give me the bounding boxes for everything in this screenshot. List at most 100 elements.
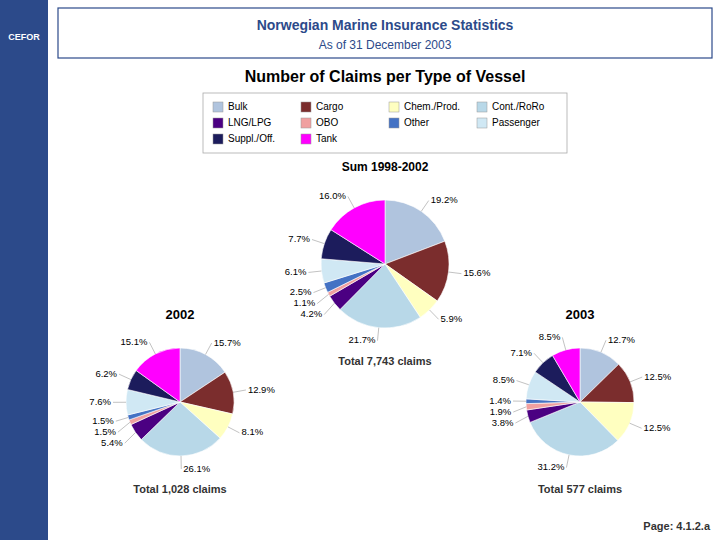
leader-line [515,416,528,423]
pie-total: Total 7,743 claims [338,355,431,367]
data-label: 2.5% [290,286,312,297]
data-label: 6.1% [285,266,307,277]
data-label: 7.1% [510,347,532,358]
leader-line [312,240,324,244]
leader-line [113,402,126,403]
pie-slice [331,200,385,264]
pie-total: Total 577 claims [538,483,622,495]
data-label: 6.2% [95,368,117,379]
data-label: 5.4% [101,437,123,448]
pie-title: 2002 [166,307,195,322]
chart-title: Number of Claims per Type of Vessel [245,68,526,85]
legend-label: Chem./Prod. [404,101,460,112]
data-label: 5.9% [441,313,463,324]
pie-title: Sum 1998-2002 [342,160,429,174]
legend-swatch [213,118,223,128]
legend-label: Bulk [228,101,248,112]
leader-line [149,342,155,354]
legend-label: Suppl./Off. [228,133,275,144]
leader-line [513,401,526,402]
data-label: 1.1% [294,297,316,308]
leader-line [324,303,334,314]
leader-line [313,288,325,293]
data-label: 7.6% [89,396,111,407]
data-label: 12.5% [644,371,671,382]
data-label: 15.7% [214,336,241,347]
data-label: 8.5% [493,374,515,385]
leader-line [630,377,642,382]
data-label: 7.7% [288,233,310,244]
data-label: 15.1% [120,336,147,347]
legend-swatch [477,118,487,128]
leader-line [308,271,321,272]
pie-title: 2003 [566,307,595,322]
legend-label: LNG/LPG [228,117,272,128]
header-subtitle: As of 31 December 2003 [319,38,452,52]
header-box [58,8,712,58]
leader-line [630,423,642,428]
leader-line [421,201,428,212]
data-label: 4.2% [301,308,323,319]
leader-line [233,390,246,392]
legend-label: Other [404,117,430,128]
data-label: 21.7% [349,334,376,345]
pie-slice [580,364,634,402]
data-label: 12.7% [608,334,635,345]
leader-line [317,294,328,303]
leader-line [206,343,212,354]
pie-slice [553,348,580,402]
data-label: 1.4% [489,395,511,406]
legend-swatch [213,134,223,144]
legend-label: Tank [316,133,338,144]
leader-line [348,197,354,208]
legend-label: Passenger [492,117,540,128]
data-label: 26.1% [183,463,210,474]
leader-line [228,427,240,433]
leader-line [125,433,136,444]
leader-line [118,422,130,432]
pie-slice [136,348,180,402]
legend-box [203,93,567,153]
pie: 12.7% 12.5% 12.5% 31.2% 3.8%1.9%1.4% 8.5% 7.1%… [489,331,671,472]
pie: 15.7%12.9%8.1%26.1%5.4%1.5%1.5%7.6%6.2%1… [89,336,275,474]
data-label: 1.5% [92,415,114,426]
data-label: 19.2% [431,194,458,205]
logo-text: CEFOR [8,32,40,42]
leader-line [562,337,565,350]
legend-swatch [301,118,311,128]
data-label: 15.6% [463,267,490,278]
data-label: 12.5% [644,422,671,433]
legend-swatch [301,134,311,144]
legend-label: OBO [316,117,338,128]
pie-total: Total 1,028 claims [133,483,226,495]
leader-line [119,374,131,379]
pie: 19.2%15.6%5.9%21.7%4.2%1.1%2.5%6.1%7.7%1… [285,190,491,345]
data-label: 8.5% [539,331,561,342]
leader-line [116,417,128,421]
legend-label: Cargo [316,101,344,112]
data-label: 1.9% [490,406,512,417]
leader-line [513,407,526,412]
leader-line [378,328,379,341]
leader-line [566,455,569,468]
legend-swatch [477,102,487,112]
page: CEFOR Norwegian Marine Insurance Statisti… [0,0,720,540]
page-label: Page: 4.1.2.a [643,520,711,532]
leader-line [601,340,606,352]
pie-slice [527,402,580,422]
legend: Bulk Cargo Chem./Prod. Cont./RoRo LNG/LPG OBO… [203,93,567,153]
leader-line [448,272,461,274]
legend-swatch [301,102,311,112]
data-label: 12.9% [248,383,275,394]
legend-swatch [389,102,399,112]
leader-line [430,310,439,319]
data-label: 8.1% [241,426,263,437]
sidebar [0,0,48,540]
data-label: 3.8% [492,417,514,428]
legend-swatch [389,118,399,128]
legend-label: Cont./RoRo [492,101,545,112]
data-label: 31.2% [537,461,564,472]
leader-line [517,381,529,385]
data-label: 1.5% [94,426,116,437]
header-title: Norwegian Marine Insurance Statistics [257,17,514,33]
